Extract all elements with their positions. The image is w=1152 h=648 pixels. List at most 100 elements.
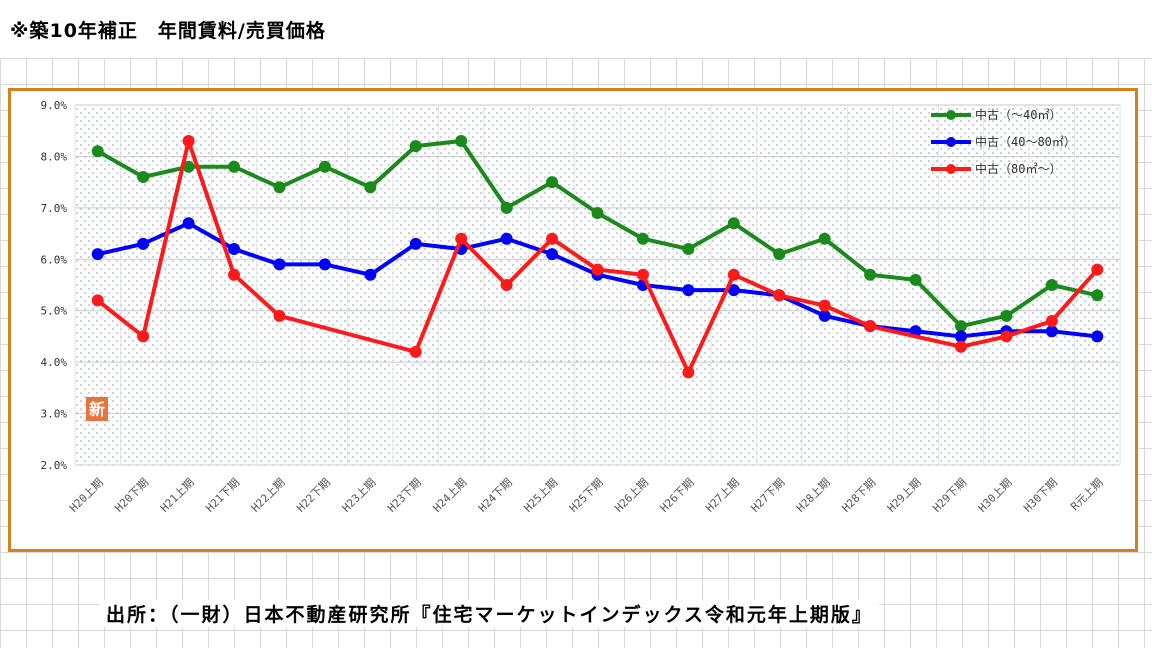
data-point xyxy=(1000,309,1013,322)
data-point xyxy=(137,237,150,250)
data-point xyxy=(954,320,967,333)
new-badge: 新 xyxy=(86,397,108,421)
chart-frame: 2.0% 3.0% 4.0% 5.0% 6.0% 7.0% 8.0% 9.0% H20上期 H2… xyxy=(8,88,1138,552)
data-point xyxy=(591,263,604,276)
x-tick-label: H22上期 xyxy=(249,476,288,515)
new-badge-text: 新 xyxy=(89,400,105,419)
data-point xyxy=(500,232,513,245)
page-title: ※築10年補正 年間賃料/売買価格 xyxy=(10,20,326,42)
x-tick-label: H22下期 xyxy=(294,476,333,515)
data-point xyxy=(864,320,877,333)
data-point xyxy=(818,309,831,322)
x-tick-label: H30上期 xyxy=(976,476,1015,515)
x-tick-label: H25上期 xyxy=(521,476,560,515)
y-axis-ticks: 2.0% 3.0% 4.0% 5.0% 6.0% 7.0% 8.0% 9.0% xyxy=(41,99,68,472)
data-point xyxy=(137,171,150,183)
x-tick-label: H29下期 xyxy=(930,476,969,515)
x-tick-label: H24下期 xyxy=(476,476,515,515)
x-tick-label: H21上期 xyxy=(158,476,197,515)
data-point xyxy=(1091,330,1104,343)
data-point xyxy=(682,284,695,297)
x-tick-label: H28上期 xyxy=(794,476,833,515)
data-point xyxy=(636,232,649,245)
y-tick-label: 6.0% xyxy=(41,253,68,266)
y-tick-label: 9.0% xyxy=(41,99,68,112)
x-tick-label: H26下期 xyxy=(658,476,697,515)
data-point xyxy=(228,243,241,255)
data-point xyxy=(455,135,468,147)
data-point xyxy=(1045,325,1058,338)
data-point xyxy=(546,232,559,245)
x-tick-label: H23上期 xyxy=(340,476,379,515)
x-tick-label: H29上期 xyxy=(885,476,924,515)
data-point xyxy=(682,243,695,255)
legend-label: 中古（40～80㎡） xyxy=(975,134,1076,149)
y-tick-label: 8.0% xyxy=(41,150,68,163)
data-point xyxy=(409,237,422,250)
x-tick-label: H21下期 xyxy=(203,476,242,515)
x-tick-label: H20下期 xyxy=(112,476,151,515)
data-point xyxy=(909,273,922,286)
x-tick-label: H24上期 xyxy=(431,476,470,515)
data-point xyxy=(818,232,831,245)
x-tick-label: H25下期 xyxy=(567,476,606,515)
data-point xyxy=(818,299,831,312)
data-point xyxy=(364,181,377,194)
x-tick-label: H27上期 xyxy=(703,476,742,515)
line-chart: 2.0%3.0%4.0%5.0%6.0%7.0%8.0%9.0% H20上期 H2… xyxy=(41,99,1121,515)
data-point xyxy=(727,268,740,281)
legend-marker xyxy=(946,110,956,120)
legend: 中古（～40㎡） 中古（40～80㎡） 中古（80㎡～） xyxy=(931,107,1076,176)
x-tick-label: H20上期 xyxy=(67,476,106,515)
source-note: 出所：（一財）日本不動産研究所『住宅マーケットインデックス令和元年上期版』 xyxy=(100,600,879,627)
data-point xyxy=(273,258,286,271)
data-point xyxy=(1091,289,1104,302)
data-point xyxy=(318,160,331,173)
x-axis-ticks: H20上期 H20下期 H21上期 H21下期 H22上期 H22下期 H23上期 H23下期… xyxy=(67,476,1105,515)
data-point xyxy=(273,309,286,322)
data-point xyxy=(500,201,513,214)
legend-label: 中古（80㎡～） xyxy=(975,161,1061,176)
data-point xyxy=(228,160,241,173)
plot-area xyxy=(75,105,1120,465)
data-point xyxy=(864,268,877,281)
data-point xyxy=(773,289,786,302)
legend-marker xyxy=(946,137,956,147)
x-tick-label: H30下期 xyxy=(1021,476,1060,515)
data-point xyxy=(273,181,286,194)
data-point xyxy=(773,248,786,261)
data-point xyxy=(1045,279,1058,291)
data-point xyxy=(500,279,513,291)
data-point xyxy=(1045,315,1058,327)
data-point xyxy=(228,268,241,281)
data-point xyxy=(182,160,195,173)
y-tick-label: 4.0% xyxy=(41,356,68,369)
series-line-3 xyxy=(96,139,1099,375)
x-tick-label: H23下期 xyxy=(385,476,424,515)
data-point xyxy=(91,248,104,261)
x-tick-label: R元上期 xyxy=(1068,476,1105,513)
legend-marker xyxy=(946,164,956,174)
data-point xyxy=(364,268,377,281)
data-point xyxy=(318,258,331,271)
data-point xyxy=(409,345,422,358)
data-point xyxy=(546,248,559,261)
data-point xyxy=(137,330,150,343)
data-point xyxy=(546,176,559,189)
x-tick-label: H26上期 xyxy=(612,476,651,515)
series-layer xyxy=(91,135,1104,379)
data-point xyxy=(182,135,195,147)
y-tick-label: 2.0% xyxy=(41,459,68,472)
x-tick-label: H27下期 xyxy=(749,476,788,515)
y-tick-label: 7.0% xyxy=(41,202,68,215)
grid-lines xyxy=(74,104,1121,466)
y-tick-label: 3.0% xyxy=(41,408,68,421)
data-point xyxy=(91,145,104,158)
data-point xyxy=(455,232,468,245)
y-tick-label: 5.0% xyxy=(41,305,68,318)
x-tick-label: H28下期 xyxy=(839,476,878,515)
data-point xyxy=(1000,330,1013,343)
data-point xyxy=(954,340,967,353)
data-point xyxy=(182,217,195,230)
data-point xyxy=(591,207,604,219)
